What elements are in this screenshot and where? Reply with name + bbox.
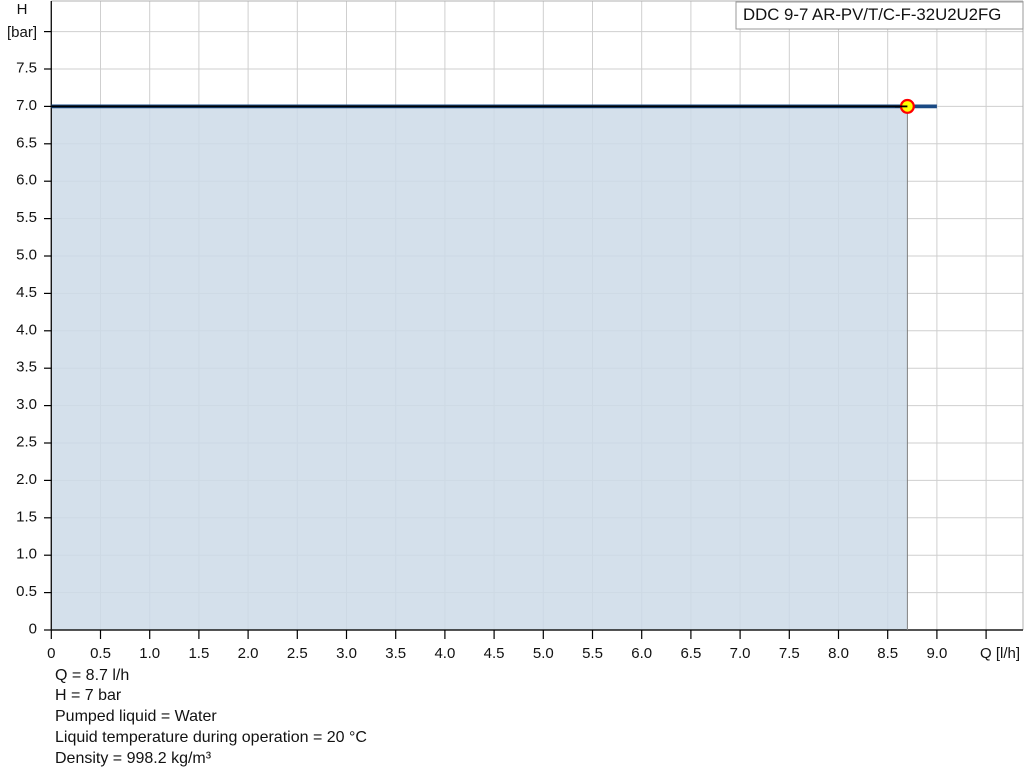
svg-text:8.5: 8.5 [877,645,898,662]
svg-text:2.5: 2.5 [16,434,37,451]
svg-text:0.5: 0.5 [90,645,111,662]
svg-text:6.5: 6.5 [680,645,701,662]
svg-text:1.0: 1.0 [16,546,37,563]
svg-text:1.5: 1.5 [188,645,209,662]
svg-text:6.0: 6.0 [631,645,652,662]
svg-text:H = 7 bar: H = 7 bar [55,687,122,704]
svg-text:3.0: 3.0 [16,396,37,413]
svg-text:7.5: 7.5 [16,60,37,77]
svg-text:5.5: 5.5 [582,645,603,662]
svg-text:8.0: 8.0 [828,645,849,662]
svg-text:0.5: 0.5 [16,583,37,600]
svg-text:7.5: 7.5 [779,645,800,662]
svg-text:H: H [17,1,28,18]
svg-text:2.0: 2.0 [238,645,259,662]
svg-text:Liquid temperature during oper: Liquid temperature during operation = 20… [55,729,367,746]
svg-text:9.0: 9.0 [926,645,947,662]
svg-text:6.5: 6.5 [16,134,37,151]
svg-text:5.0: 5.0 [16,247,37,264]
svg-text:Pumped liquid = Water: Pumped liquid = Water [55,708,217,725]
svg-text:5.5: 5.5 [16,209,37,226]
svg-text:4.0: 4.0 [16,321,37,338]
svg-text:4.0: 4.0 [434,645,455,662]
svg-text:DDC 9-7 AR-PV/T/C-F-32U2U2FG: DDC 9-7 AR-PV/T/C-F-32U2U2FG [743,5,1001,24]
svg-text:0: 0 [29,621,37,638]
svg-text:7.0: 7.0 [16,97,37,114]
svg-text:4.5: 4.5 [484,645,505,662]
svg-text:3.0: 3.0 [336,645,357,662]
svg-text:2.5: 2.5 [287,645,308,662]
svg-text:5.0: 5.0 [533,645,554,662]
svg-text:1.5: 1.5 [16,508,37,525]
svg-text:4.5: 4.5 [16,284,37,301]
svg-text:Q [l/h]: Q [l/h] [980,645,1020,662]
svg-text:6.0: 6.0 [16,172,37,189]
svg-text:Density = 998.2 kg/m³: Density = 998.2 kg/m³ [55,750,212,767]
svg-text:3.5: 3.5 [385,645,406,662]
svg-text:2.0: 2.0 [16,471,37,488]
svg-text:3.5: 3.5 [16,359,37,376]
svg-text:[bar]: [bar] [7,24,37,41]
svg-text:7.0: 7.0 [730,645,751,662]
svg-text:Q = 8.7 l/h: Q = 8.7 l/h [55,667,129,684]
svg-text:1.0: 1.0 [139,645,160,662]
svg-text:0: 0 [47,645,55,662]
